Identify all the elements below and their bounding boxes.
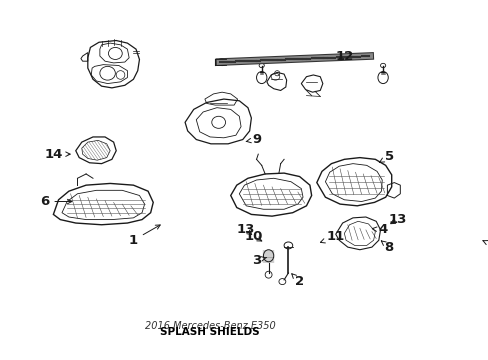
Text: 7: 7 <box>482 239 488 252</box>
Text: 4: 4 <box>371 224 387 237</box>
Text: 8: 8 <box>381 240 393 254</box>
Text: 5: 5 <box>379 150 393 163</box>
Text: SPLASH SHIELDS: SPLASH SHIELDS <box>160 327 259 337</box>
Text: 9: 9 <box>246 133 261 146</box>
Text: 13: 13 <box>388 213 406 226</box>
Text: 14: 14 <box>44 148 70 161</box>
Text: 12: 12 <box>335 50 353 63</box>
Text: 10: 10 <box>244 230 263 243</box>
Text: 13: 13 <box>236 224 254 237</box>
Text: 6: 6 <box>40 195 72 208</box>
Text: 1: 1 <box>129 225 160 247</box>
Text: 11: 11 <box>320 230 344 243</box>
Text: 2016 Mercedes-Benz E350: 2016 Mercedes-Benz E350 <box>144 321 275 331</box>
Text: 2: 2 <box>291 274 304 288</box>
Text: 3: 3 <box>251 253 266 266</box>
